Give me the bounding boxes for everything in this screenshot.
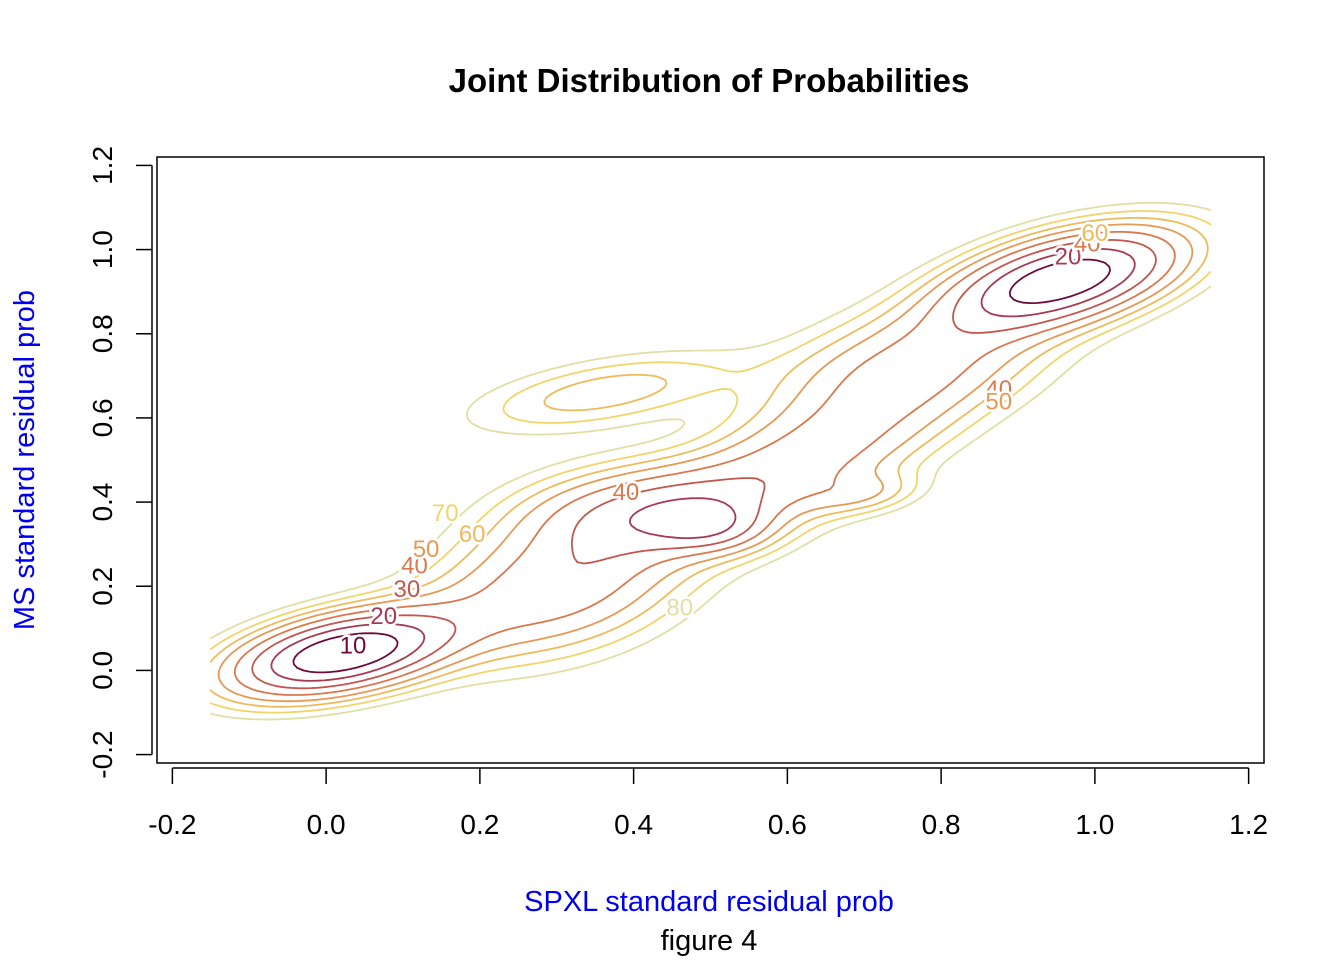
y-tick-label: 0.0 [87,651,118,690]
contour-label: 20 [1055,243,1082,270]
contour-label: 10 [340,633,367,660]
contour-label: 60 [459,521,486,548]
contour-label: 40 [1074,231,1101,258]
contour-level-80 [209,201,1212,721]
figure-caption: figure 4 [661,925,758,957]
contour-label: 40 [401,553,428,580]
y-tick-label: 0.6 [87,398,118,437]
contour-label: 50 [413,536,440,563]
x-axis: -0.2 0.0 0.2 0.4 0.6 0.8 1.0 1.2 [148,767,1268,840]
x-tick-label: 0.0 [307,809,346,840]
x-tick-label: 1.0 [1075,809,1114,840]
y-tick-label: 0.2 [87,567,118,606]
contour-label: 40 [613,479,640,506]
plot-frame [156,156,1265,764]
contour-level-30 [251,239,1157,690]
x-tick-label: -0.2 [148,809,196,840]
contour-label: 70 [432,500,459,527]
x-tick-label: 0.4 [614,809,653,840]
y-tick-label: 1.0 [87,230,118,269]
contour-level-10 [292,258,1111,674]
contour-label: 50 [985,389,1012,416]
contour-label: 80 [666,595,693,622]
y-tick-label: 0.4 [87,483,118,522]
y-axis: -0.2 0.0 0.2 0.4 0.6 0.8 1.0 1.2 [87,146,153,779]
contour-label: 60 [1082,220,1109,247]
x-tick-label: 0.6 [768,809,807,840]
chart-title: Joint Distribution of Probabilities [449,62,970,99]
x-tick-label: 1.2 [1229,809,1268,840]
x-tick-label: 0.8 [922,809,961,840]
contour-level-40 [233,231,1176,696]
y-tick-label: -0.2 [87,730,118,778]
contour-level-20 [270,248,1136,682]
contour-lines [209,201,1212,721]
contour-level-60 [209,216,1209,708]
contour-label: 20 [370,603,397,630]
y-tick-label: 0.8 [87,314,118,353]
x-axis-label: SPXL standard residual prob [524,886,894,918]
contour-level-70 [209,210,1212,714]
y-tick-label: 1.2 [87,146,118,185]
y-axis-label: MS standard residual prob [9,290,41,630]
contour-label: 40 [985,376,1012,403]
contour-level-50 [217,223,1194,703]
contour-label: 30 [393,576,420,603]
x-tick-label: 0.2 [460,809,499,840]
